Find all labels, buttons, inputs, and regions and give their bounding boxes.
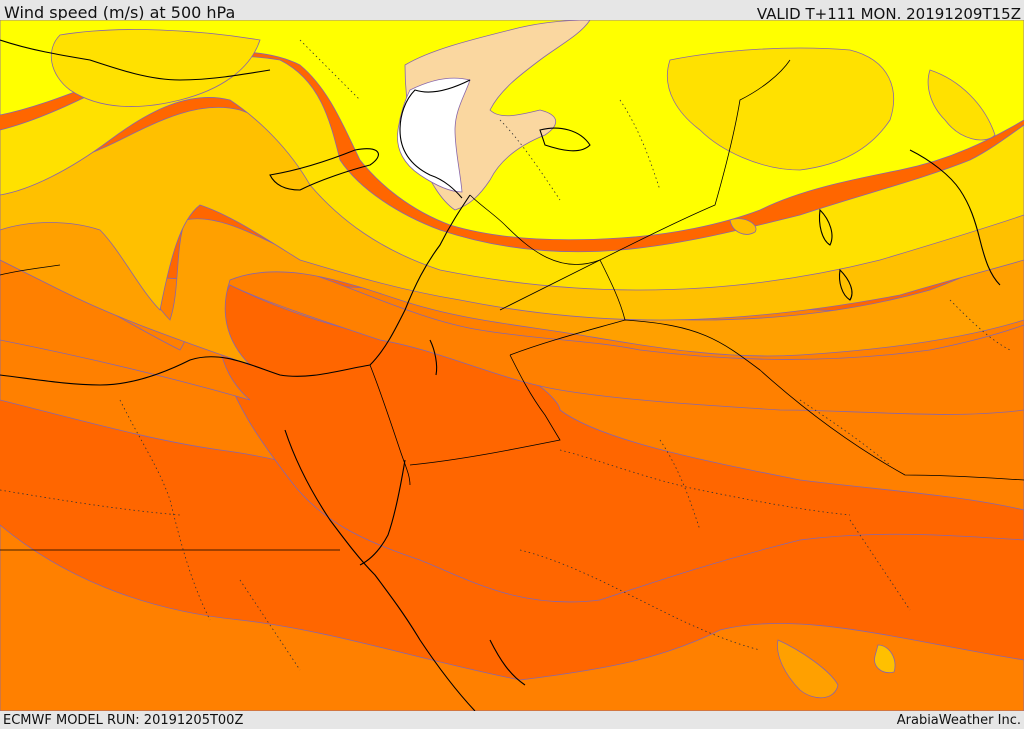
country-borders (0, 59, 1024, 551)
contour-island-gold-northwest (51, 29, 261, 107)
credit-label: ArabiaWeather Inc. (896, 713, 1021, 728)
contour-patch-light-south-2 (874, 644, 896, 674)
contour-band-orange-south (0, 524, 1024, 711)
coastlines (0, 39, 1001, 711)
contour-patch-light-south (777, 639, 839, 699)
province-borders (0, 39, 1011, 671)
contour-band-light-gold (0, 55, 1024, 291)
contour-island-gold-northeast (927, 69, 996, 141)
model-run-label: ECMWF MODEL RUN: 20191205T00Z (3, 713, 244, 728)
title-bar: Wind speed (m/s) at 500 hPa VALID T+111 … (0, 0, 1024, 23)
map-title: Wind speed (m/s) at 500 hPa (4, 3, 236, 22)
footer-bar: ECMWF MODEL RUN: 20191205T00Z ArabiaWeat… (0, 711, 1024, 729)
valid-time-label: VALID T+111 MON. 20191209T15Z (756, 5, 1021, 23)
wind-speed-map (0, 20, 1024, 711)
contour-island-gold-east (666, 47, 894, 171)
contour-patch-gold-sinai (729, 218, 757, 235)
contour-band-red-core (217, 284, 1024, 603)
